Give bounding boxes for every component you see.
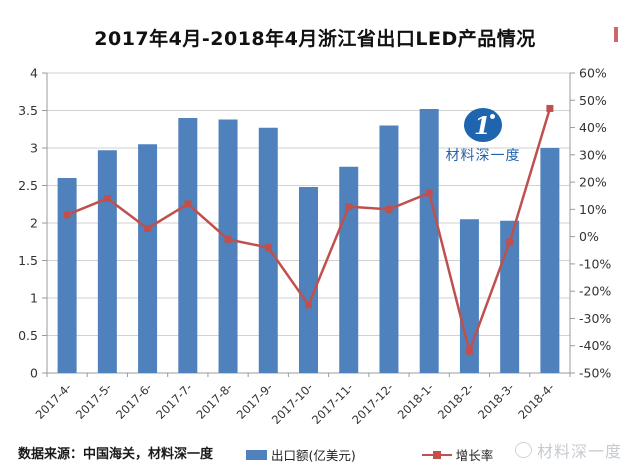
y-axis-label-left: 3.5: [18, 103, 38, 118]
bar: [500, 220, 520, 373]
y-axis-label-right: -50%: [579, 366, 611, 381]
legend-item-growth: 增长率: [421, 445, 494, 464]
line-marker: [465, 347, 473, 355]
x-axis-label: 2017-7-: [153, 380, 195, 422]
y-axis-label-right: 50%: [579, 93, 607, 108]
y-axis-label-left: 0: [30, 366, 38, 381]
y-axis-label-left: 1.5: [18, 253, 38, 268]
y-axis-label-right: 10%: [579, 202, 607, 217]
bar: [178, 118, 198, 373]
line-marker: [144, 224, 152, 232]
bar: [540, 148, 560, 373]
line-marker: [546, 104, 554, 112]
x-axis-label: 2017-10-: [269, 380, 316, 427]
line-marker: [264, 244, 272, 252]
y-axis-label-left: 0.5: [18, 328, 38, 343]
line-marker: [305, 301, 312, 309]
y-axis-label-right: 40%: [579, 120, 607, 135]
x-axis-label: 2018-1-: [395, 380, 437, 422]
x-axis-label: 2017-8-: [194, 380, 236, 422]
x-axis-label: 2017-6-: [113, 380, 155, 422]
y-axis-label-right: -10%: [579, 256, 611, 271]
y-axis-label-left: 4: [30, 66, 38, 81]
line-series-swatch: [421, 450, 452, 460]
line-marker: [425, 189, 433, 197]
y-axis-label-right: 0%: [579, 229, 599, 244]
legend-item-export: 出口额(亿美元): [246, 445, 356, 464]
x-axis-label: 2017-4-: [33, 380, 75, 422]
chart-title: 2017年4月-2018年4月浙江省出口LED产品情况: [94, 28, 536, 50]
bar: [379, 125, 399, 373]
red-dash-artifact: [614, 27, 618, 42]
y-axis-label-right: 20%: [579, 175, 607, 190]
y-axis-label-left: 2: [30, 216, 38, 231]
y-axis-label-right: 30%: [579, 147, 607, 162]
y-axis-label-right: 60%: [579, 66, 607, 81]
bar: [57, 178, 77, 373]
bar-series-swatch: [246, 449, 267, 460]
x-axis-label: 2018-3-: [475, 380, 517, 422]
y-axis-label-right: -30%: [579, 311, 611, 326]
line-marker: [184, 200, 192, 208]
line-marker: [103, 194, 111, 202]
line-swatch-marker: [432, 450, 441, 459]
y-axis-label-left: 2.5: [18, 178, 38, 193]
bar: [97, 150, 117, 373]
y-axis-label-left: 3: [30, 141, 38, 156]
bar: [419, 109, 439, 373]
footer-watermark: 材料深一度: [514, 438, 622, 462]
x-axis-label: 2017-11-: [309, 380, 356, 427]
bar: [138, 144, 158, 373]
y-axis-label-right: -20%: [579, 284, 611, 299]
x-axis-label: 2018-4-: [515, 380, 557, 422]
line-marker: [345, 203, 353, 211]
footer-logo-icon: [514, 442, 532, 458]
line-marker: [506, 238, 514, 246]
line-marker: [385, 205, 393, 213]
line-marker: [63, 211, 71, 219]
footer-brand-text: 材料深一度: [536, 442, 622, 461]
bar: [339, 166, 359, 373]
legend-bar-label: 出口额(亿美元): [271, 448, 356, 463]
x-axis-label: 2018-2-: [435, 380, 477, 422]
line-marker: [224, 235, 232, 243]
bar: [299, 187, 318, 373]
chart-legend: 出口额(亿美元) 增长率: [246, 445, 493, 464]
x-axis-label: 2017-5-: [73, 380, 115, 422]
y-axis-label-right: -40%: [579, 338, 611, 353]
bar: [218, 119, 238, 373]
x-axis-label: 2017-12-: [349, 380, 396, 427]
y-axis-label-left: 1: [30, 291, 38, 306]
legend-line-label: 增长率: [455, 448, 494, 463]
data-source-note: 数据来源：中国海关，材料深一度: [18, 447, 214, 462]
